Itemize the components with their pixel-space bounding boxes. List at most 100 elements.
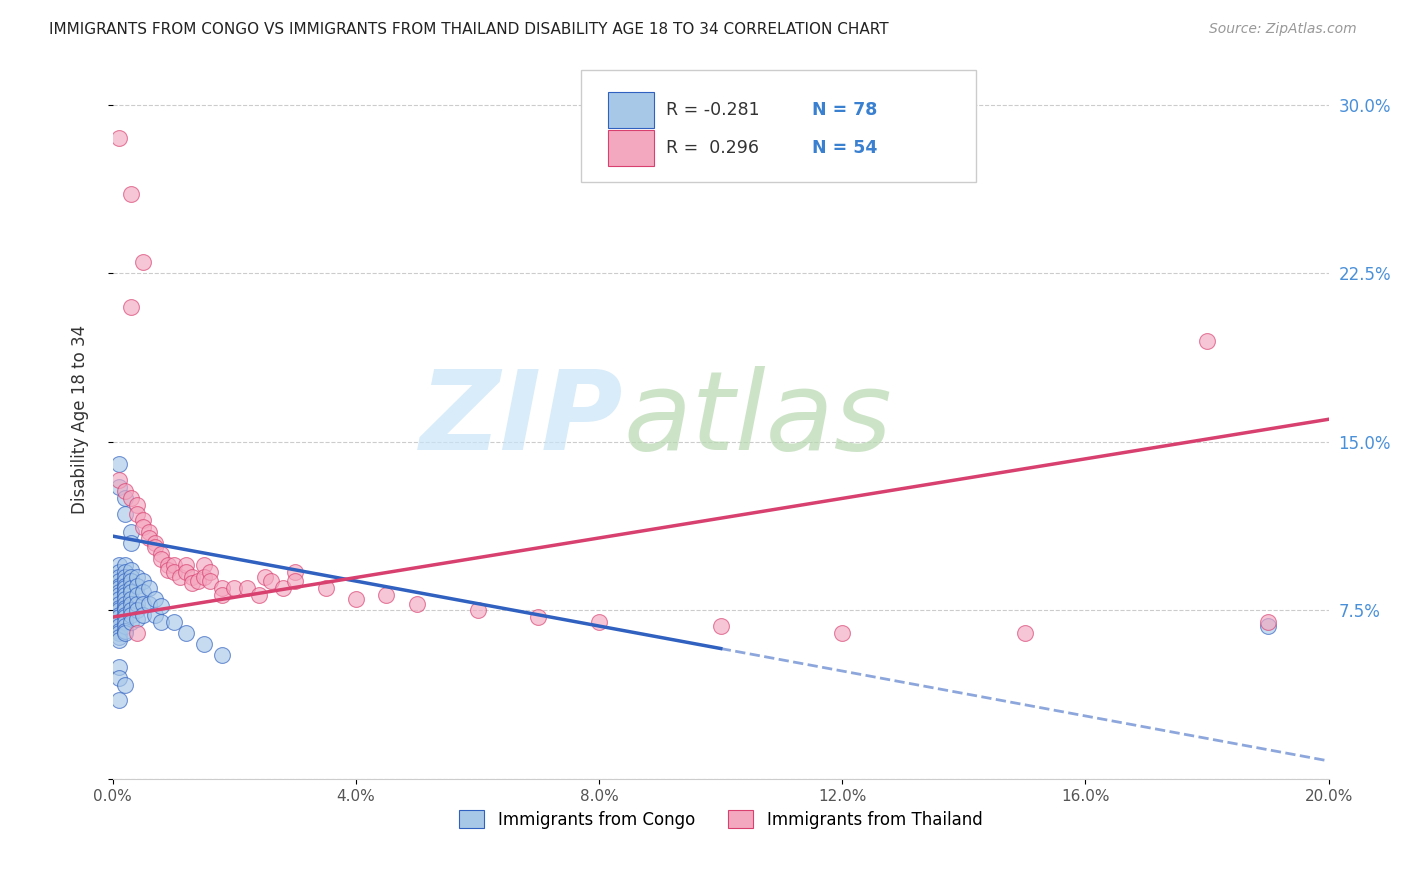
Point bbox=[127, 588, 149, 602]
Point bbox=[108, 619, 131, 633]
Point bbox=[127, 579, 149, 593]
Point bbox=[114, 579, 136, 593]
Point bbox=[108, 574, 131, 588]
Point bbox=[114, 615, 136, 629]
Point bbox=[156, 558, 179, 573]
Point bbox=[108, 693, 131, 707]
Point bbox=[114, 601, 136, 615]
Point bbox=[180, 569, 202, 583]
Point bbox=[145, 607, 167, 622]
Text: R = -0.281: R = -0.281 bbox=[666, 101, 759, 119]
Point bbox=[405, 597, 427, 611]
Point bbox=[1257, 619, 1279, 633]
Point bbox=[114, 619, 136, 633]
Text: Source: ZipAtlas.com: Source: ZipAtlas.com bbox=[1209, 22, 1357, 37]
Text: atlas: atlas bbox=[623, 366, 893, 473]
Point bbox=[120, 603, 142, 617]
Point bbox=[132, 585, 155, 599]
Point bbox=[114, 677, 136, 691]
Point bbox=[108, 603, 131, 617]
Point bbox=[127, 498, 149, 512]
Point bbox=[247, 588, 270, 602]
Point bbox=[114, 507, 136, 521]
Point bbox=[193, 637, 215, 651]
Point bbox=[138, 524, 160, 539]
Point bbox=[138, 597, 160, 611]
Point bbox=[187, 574, 209, 588]
Point bbox=[114, 574, 136, 588]
Point bbox=[108, 457, 131, 471]
Point bbox=[108, 581, 131, 595]
Point bbox=[132, 513, 155, 527]
Point bbox=[114, 624, 136, 638]
Point bbox=[284, 565, 307, 579]
FancyBboxPatch shape bbox=[607, 92, 654, 128]
Text: IMMIGRANTS FROM CONGO VS IMMIGRANTS FROM THAILAND DISABILITY AGE 18 TO 34 CORREL: IMMIGRANTS FROM CONGO VS IMMIGRANTS FROM… bbox=[49, 22, 889, 37]
Point bbox=[108, 131, 131, 145]
Point bbox=[120, 581, 142, 595]
Point bbox=[710, 619, 733, 633]
Point bbox=[467, 603, 489, 617]
Point bbox=[375, 588, 398, 602]
Point bbox=[132, 597, 155, 611]
Point bbox=[114, 565, 136, 579]
Point bbox=[156, 563, 179, 577]
Point bbox=[253, 569, 276, 583]
Point bbox=[108, 624, 131, 638]
Point bbox=[108, 630, 131, 644]
Point bbox=[108, 671, 131, 685]
Point bbox=[108, 632, 131, 647]
Point bbox=[127, 625, 149, 640]
Point bbox=[211, 648, 233, 663]
Point bbox=[120, 491, 142, 505]
Point bbox=[120, 597, 142, 611]
Point bbox=[193, 558, 215, 573]
Point bbox=[108, 607, 131, 622]
Point bbox=[120, 187, 142, 202]
Point bbox=[127, 569, 149, 583]
Point bbox=[120, 592, 142, 607]
Point bbox=[198, 574, 221, 588]
Point bbox=[108, 588, 131, 602]
Point bbox=[108, 615, 131, 629]
Point bbox=[163, 615, 186, 629]
Point bbox=[127, 612, 149, 626]
Point bbox=[127, 597, 149, 611]
Point bbox=[132, 607, 155, 622]
Point bbox=[120, 607, 142, 622]
Point bbox=[132, 520, 155, 534]
Point bbox=[211, 588, 233, 602]
Point bbox=[108, 659, 131, 673]
Point bbox=[114, 558, 136, 573]
Point bbox=[145, 536, 167, 550]
Point bbox=[114, 603, 136, 617]
Point bbox=[284, 574, 307, 588]
Point bbox=[315, 581, 337, 595]
Point bbox=[145, 541, 167, 555]
Point bbox=[1197, 334, 1219, 348]
Point bbox=[114, 597, 136, 611]
Point bbox=[174, 558, 197, 573]
Point bbox=[120, 574, 142, 588]
FancyBboxPatch shape bbox=[581, 70, 976, 182]
Point bbox=[174, 625, 197, 640]
Point bbox=[120, 569, 142, 583]
Point bbox=[108, 569, 131, 583]
Point bbox=[120, 300, 142, 314]
Legend: Immigrants from Congo, Immigrants from Thailand: Immigrants from Congo, Immigrants from T… bbox=[453, 804, 988, 835]
Point bbox=[260, 574, 283, 588]
Point bbox=[114, 592, 136, 607]
Text: ZIP: ZIP bbox=[420, 366, 623, 473]
Point bbox=[108, 601, 131, 615]
Point bbox=[127, 603, 149, 617]
Point bbox=[1257, 615, 1279, 629]
FancyBboxPatch shape bbox=[607, 130, 654, 166]
Point bbox=[114, 607, 136, 622]
Point bbox=[120, 536, 142, 550]
Text: R =  0.296: R = 0.296 bbox=[666, 139, 759, 157]
Point bbox=[150, 547, 173, 561]
Point bbox=[174, 565, 197, 579]
Text: N = 54: N = 54 bbox=[811, 139, 877, 157]
Point bbox=[150, 551, 173, 566]
Point bbox=[114, 581, 136, 595]
